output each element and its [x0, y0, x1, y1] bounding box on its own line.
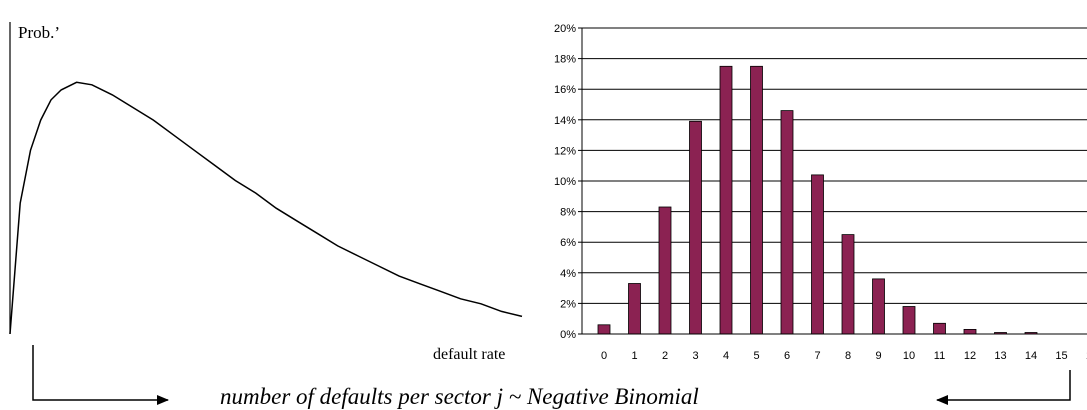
x-tick-label: 13 — [994, 350, 1006, 362]
x-tick-label: 5 — [753, 350, 759, 362]
x-tick-label: 15 — [1055, 350, 1067, 362]
x-tick-label: 4 — [723, 350, 729, 362]
bar-7 — [811, 174, 824, 335]
bar-9 — [872, 278, 885, 335]
x-tick-label: 6 — [784, 350, 790, 362]
caption: number of defaults per sector j ~ Negati… — [220, 384, 699, 409]
bar-2 — [658, 206, 672, 335]
density-curve — [9, 81, 523, 335]
bar-1 — [628, 283, 641, 335]
bar-chart-bars — [597, 65, 1038, 335]
x-tick-label: 9 — [875, 350, 881, 362]
bar-10 — [902, 306, 916, 335]
y-tick-label: 10% — [554, 176, 576, 188]
bar-5 — [750, 65, 763, 335]
bar-12 — [963, 328, 977, 335]
y-tick-label: 8% — [560, 207, 576, 219]
x-tick-label: 16 — [1086, 350, 1087, 362]
x-tick-label: 2 — [662, 350, 668, 362]
x-tick-label: 0 — [601, 350, 607, 362]
x-tick-label: 10 — [903, 350, 915, 362]
y-tick-label: 12% — [554, 145, 576, 157]
bar-3 — [689, 120, 702, 335]
bar-11 — [933, 322, 946, 335]
y-tick-label: 6% — [560, 237, 576, 249]
y-tick-label: 4% — [560, 268, 576, 280]
x-tick-label: 3 — [692, 350, 698, 362]
y-tick-label: 18% — [554, 54, 576, 66]
left-density-chart: Prob.’ default rate — [9, 22, 523, 363]
y-tick-label: 2% — [560, 298, 576, 310]
y-tick-label: 20% — [554, 23, 576, 35]
y-tick-label: 16% — [554, 84, 576, 96]
x-tick-label: 1 — [631, 350, 637, 362]
bar-4 — [719, 65, 733, 335]
y-tick-label: 0% — [560, 329, 576, 341]
left-arrow — [32, 345, 169, 405]
bar-chart-gridlines — [582, 27, 1087, 304]
bar-chart-y-ticks: 0% 2% 4% 6% 8% 10% 12% 14% 16% 18% 20% — [554, 23, 582, 341]
left-x-label: default rate — [433, 346, 505, 363]
left-y-label: Prob.’ — [18, 23, 60, 42]
x-tick-label: 12 — [964, 350, 976, 362]
bar-0 — [597, 324, 611, 335]
x-tick-label: 7 — [814, 350, 820, 362]
bar-chart-x-ticks: 012345678910111213141516 — [601, 350, 1087, 362]
y-tick-label: 14% — [554, 115, 576, 127]
x-tick-label: 14 — [1025, 350, 1037, 362]
bar-6 — [780, 110, 794, 335]
right-arrow — [936, 370, 1071, 405]
x-tick-label: 8 — [845, 350, 851, 362]
x-tick-label: 11 — [934, 350, 945, 362]
bar-8 — [841, 234, 855, 335]
